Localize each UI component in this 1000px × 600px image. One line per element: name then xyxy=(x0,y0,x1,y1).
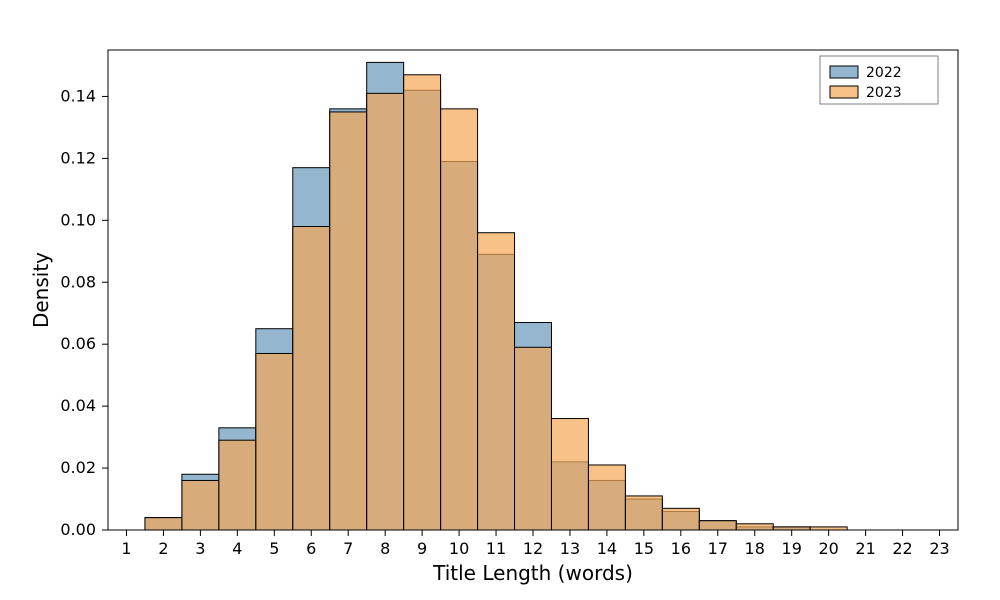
ytick-label-0.04: 0.04 xyxy=(60,396,96,415)
xtick-label-6: 6 xyxy=(306,539,316,558)
xtick-label-8: 8 xyxy=(380,539,390,558)
ytick-label-0.14: 0.14 xyxy=(60,86,96,105)
bar-2023-14 xyxy=(588,465,625,530)
xtick-label-3: 3 xyxy=(195,539,205,558)
xtick-label-1: 1 xyxy=(121,539,131,558)
bar-2023-9 xyxy=(404,75,441,530)
xtick-label-2: 2 xyxy=(158,539,168,558)
legend-swatch-2023 xyxy=(830,86,858,98)
bar-2023-5 xyxy=(256,353,293,530)
xtick-label-15: 15 xyxy=(634,539,654,558)
bar-2023-4 xyxy=(219,440,256,530)
xtick-label-17: 17 xyxy=(708,539,728,558)
xtick-label-21: 21 xyxy=(855,539,875,558)
ytick-label-0.08: 0.08 xyxy=(60,272,96,291)
legend-label-2023: 2023 xyxy=(866,85,902,101)
ytick-label-0.1: 0.10 xyxy=(60,210,96,229)
xtick-label-23: 23 xyxy=(929,539,949,558)
xtick-label-18: 18 xyxy=(745,539,765,558)
bar-2023-3 xyxy=(182,480,219,530)
legend-label-2022: 2022 xyxy=(866,65,902,81)
bar-2023-15 xyxy=(625,496,662,530)
bar-2023-8 xyxy=(367,93,404,530)
ytick-label-0.02: 0.02 xyxy=(60,458,96,477)
xtick-label-4: 4 xyxy=(232,539,242,558)
histogram-chart: 1234567891011121314151617181920212223Tit… xyxy=(0,0,1000,600)
xtick-label-20: 20 xyxy=(818,539,838,558)
bar-2023-10 xyxy=(441,109,478,530)
xtick-label-13: 13 xyxy=(560,539,580,558)
xtick-label-10: 10 xyxy=(449,539,469,558)
y-axis-label: Density xyxy=(29,252,53,328)
xtick-label-5: 5 xyxy=(269,539,279,558)
x-axis-label: Title Length (words) xyxy=(432,561,633,585)
xtick-label-16: 16 xyxy=(671,539,691,558)
bar-2023-12 xyxy=(515,347,552,530)
xtick-label-9: 9 xyxy=(417,539,427,558)
bar-2023-18 xyxy=(736,524,773,530)
bar-2023-17 xyxy=(699,521,736,530)
xtick-label-12: 12 xyxy=(523,539,543,558)
bar-2023-2 xyxy=(145,518,182,530)
xtick-label-19: 19 xyxy=(782,539,802,558)
chart-container: 1234567891011121314151617181920212223Tit… xyxy=(0,0,1000,600)
xtick-label-7: 7 xyxy=(343,539,353,558)
legend: 2022 2023 xyxy=(820,56,938,104)
bar-2023-7 xyxy=(330,112,367,530)
bar-2023-16 xyxy=(662,508,699,530)
ytick-label-0.12: 0.12 xyxy=(60,148,96,167)
legend-swatch-2022 xyxy=(830,66,858,78)
ytick-label-0.06: 0.06 xyxy=(60,334,96,353)
bar-2023-6 xyxy=(293,227,330,530)
bar-2023-13 xyxy=(551,419,588,530)
xtick-label-11: 11 xyxy=(486,539,506,558)
xtick-label-22: 22 xyxy=(892,539,912,558)
xtick-label-14: 14 xyxy=(597,539,617,558)
ytick-label-0: 0.00 xyxy=(60,520,96,539)
bar-2023-11 xyxy=(478,233,515,530)
